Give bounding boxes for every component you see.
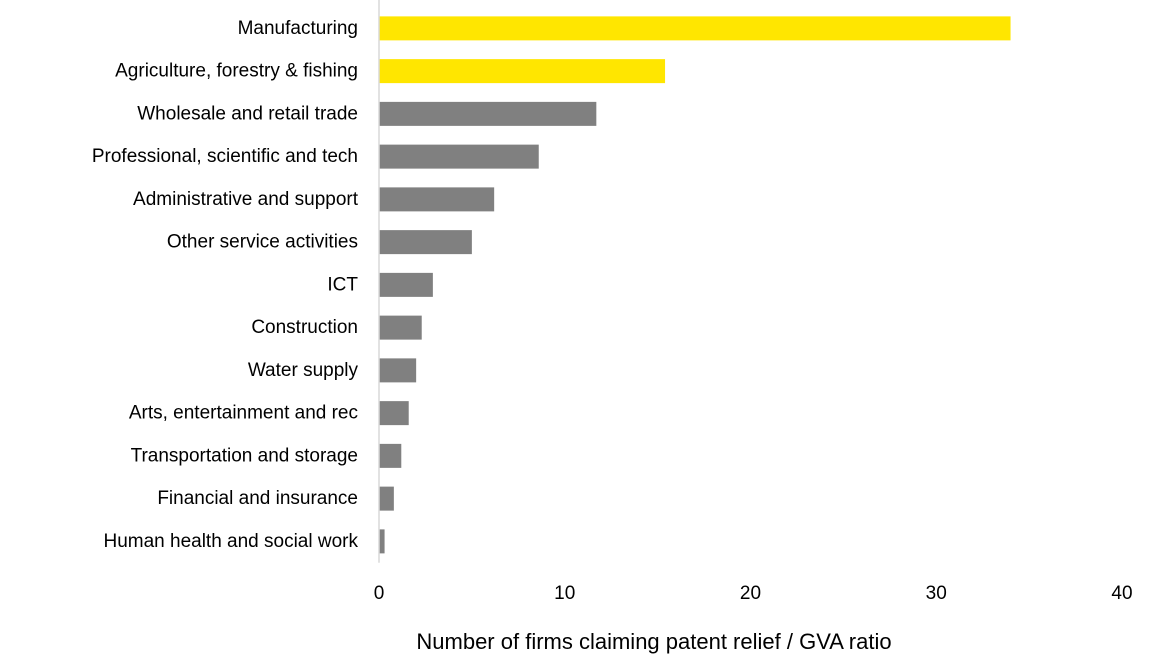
category-label-11: Financial and insurance <box>157 488 358 509</box>
bar-10 <box>379 443 402 468</box>
bar-3 <box>379 144 539 169</box>
bar-1 <box>379 59 666 84</box>
x-tick-label-3: 30 <box>926 583 947 604</box>
category-label-7: Construction <box>251 317 358 338</box>
bar-9 <box>379 401 409 426</box>
category-label-6: ICT <box>327 274 358 295</box>
category-labels: Manufacturing Agriculture, forestry & fis… <box>92 18 359 552</box>
bar-0 <box>379 16 1011 41</box>
bar-12 <box>379 529 385 554</box>
x-tick-label-2: 20 <box>740 583 761 604</box>
x-tick-label-4: 40 <box>1111 583 1132 604</box>
bar-6 <box>379 272 433 297</box>
bar-11 <box>379 486 394 511</box>
x-tick-label-1: 10 <box>554 583 575 604</box>
bar-2 <box>379 101 597 126</box>
category-label-12: Human health and social work <box>103 531 358 552</box>
category-label-0: Manufacturing <box>238 18 358 39</box>
category-label-8: Water supply <box>248 360 359 381</box>
category-label-9: Arts, entertainment and rec <box>129 403 358 424</box>
category-label-2: Wholesale and retail trade <box>137 103 358 124</box>
x-tick-label-0: 0 <box>374 583 385 604</box>
category-label-1: Agriculture, forestry & fishing <box>115 61 358 82</box>
category-label-5: Other service activities <box>167 232 358 253</box>
x-axis-title: Number of firms claiming patent relief /… <box>416 629 891 654</box>
bar-7 <box>379 315 422 340</box>
bar-5 <box>379 230 472 255</box>
bar-8 <box>379 358 417 383</box>
category-label-3: Professional, scientific and tech <box>92 146 358 167</box>
bar-4 <box>379 187 495 212</box>
category-label-4: Administrative and support <box>133 189 359 210</box>
x-tick-labels: 0 10 20 30 40 <box>374 583 1133 604</box>
bars-group <box>379 16 1011 554</box>
category-label-10: Transportation and storage <box>131 445 358 466</box>
